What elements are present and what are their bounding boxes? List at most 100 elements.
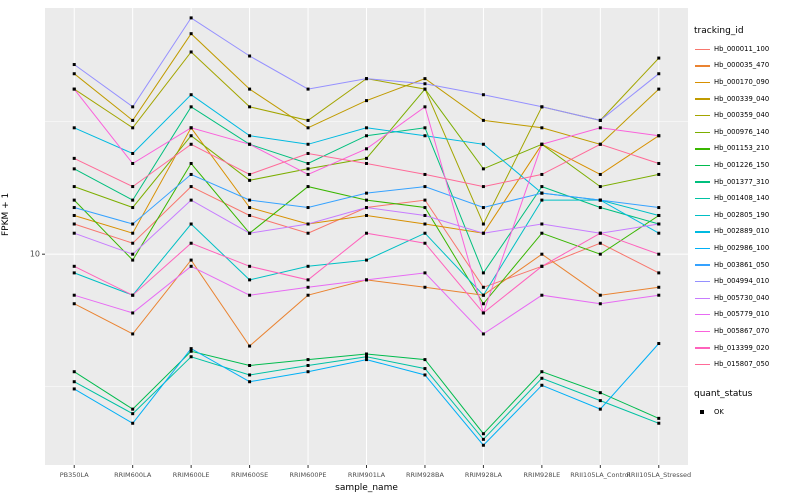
data-point: [481, 437, 485, 441]
data-point: [72, 222, 76, 226]
data-point: [365, 278, 368, 282]
data-point: [306, 142, 310, 146]
line-swatch: [694, 98, 710, 100]
data-point: [540, 293, 544, 297]
data-point: [248, 206, 252, 210]
data-point: [657, 172, 661, 176]
legend-line-key-icon: [694, 193, 710, 205]
data-point: [657, 72, 661, 76]
x-tick-label: RRIM928BA: [406, 471, 444, 479]
data-point: [657, 416, 661, 420]
data-point: [598, 252, 602, 256]
legend-line-key-icon: [694, 93, 710, 105]
data-point: [423, 126, 427, 130]
legend-item: OK: [694, 404, 798, 421]
legend-label: Hb_002805_190: [714, 210, 770, 219]
data-point: [189, 355, 193, 359]
x-tick-label: RRIM600LE: [173, 471, 210, 479]
legend-item: Hb_002805_190: [694, 207, 798, 224]
legend-line-key-icon: [694, 276, 710, 288]
data-point: [306, 151, 310, 155]
legend-line-key-icon: [694, 126, 710, 138]
data-point: [540, 370, 544, 374]
data-point: [365, 355, 368, 359]
data-point: [657, 161, 661, 165]
data-point: [248, 213, 252, 217]
data-point: [540, 231, 544, 235]
legend-item: Hb_000170_090: [694, 74, 798, 91]
data-point: [248, 278, 252, 282]
y-axis-title: FPKM + 1: [1, 192, 11, 236]
data-point: [423, 231, 427, 235]
data-point: [481, 302, 485, 306]
legend-line-key-icon: [694, 359, 710, 371]
legend-item: Hb_001153_210: [694, 141, 798, 158]
line-swatch: [694, 330, 710, 333]
data-point: [423, 285, 427, 289]
legend-line-key-icon: [694, 242, 710, 254]
data-point: [657, 342, 661, 346]
data-point: [423, 77, 427, 81]
legend-line-key-icon: [694, 325, 710, 337]
data-point: [72, 156, 76, 160]
data-point: [423, 367, 427, 371]
data-point: [657, 56, 661, 60]
legend-label: Hb_001377_310: [714, 177, 770, 186]
data-point: [248, 134, 252, 138]
data-point: [598, 302, 602, 306]
legend-label: Hb_000035_470: [714, 61, 770, 70]
legend-title-tracking-id: tracking_id: [694, 26, 744, 36]
data-point: [481, 167, 485, 171]
data-point: [189, 349, 193, 353]
legend-label: Hb_000339_040: [714, 94, 770, 103]
data-point: [248, 142, 252, 146]
data-point: [481, 231, 485, 235]
line-swatch: [694, 148, 710, 150]
data-point: [306, 118, 310, 122]
legend-items-tracking-id: Hb_000011_100 Hb_000035_470 Hb_000170_090 H…: [694, 41, 798, 373]
x-tick-label: RRIM901LA: [348, 471, 386, 479]
data-point: [189, 347, 193, 351]
data-point: [72, 213, 76, 217]
data-point: [481, 185, 485, 189]
data-point: [365, 161, 368, 165]
data-point: [131, 407, 135, 411]
data-point: [423, 134, 427, 138]
data-point: [657, 87, 661, 91]
data-point: [306, 126, 310, 130]
data-point: [598, 241, 602, 245]
line-swatch: [694, 347, 710, 349]
x-tick-label: PB350LA: [60, 471, 90, 479]
x-tick-label: RRIM600SE: [231, 471, 268, 479]
data-point: [248, 380, 252, 384]
legend-line-key-icon: [694, 226, 710, 238]
legend-line-key-icon: [694, 176, 710, 188]
data-point: [423, 82, 427, 86]
legend-line-key-icon: [694, 60, 710, 72]
data-point: [72, 387, 76, 391]
data-point: [306, 172, 310, 176]
legend-line-key-icon: [694, 110, 710, 122]
data-point: [72, 126, 76, 130]
legend-line-key-icon: [694, 143, 710, 155]
data-point: [131, 311, 135, 315]
legend-item: Hb_005867_070: [694, 323, 798, 340]
point-swatch: [700, 410, 704, 415]
data-point: [423, 373, 427, 377]
legend-label: Hb_000359_040: [714, 111, 770, 120]
x-tick-label: RRIM600PE: [290, 471, 327, 479]
data-point: [189, 16, 193, 20]
legend-label: Hb_005779_010: [714, 310, 770, 319]
data-point: [365, 191, 368, 195]
line-swatch: [694, 231, 710, 233]
data-point: [598, 407, 602, 411]
data-point: [72, 198, 76, 202]
data-point: [540, 126, 544, 130]
data-point: [598, 391, 602, 395]
data-point: [365, 134, 368, 138]
data-point: [72, 185, 76, 189]
data-point: [189, 172, 193, 176]
data-point: [248, 363, 252, 367]
